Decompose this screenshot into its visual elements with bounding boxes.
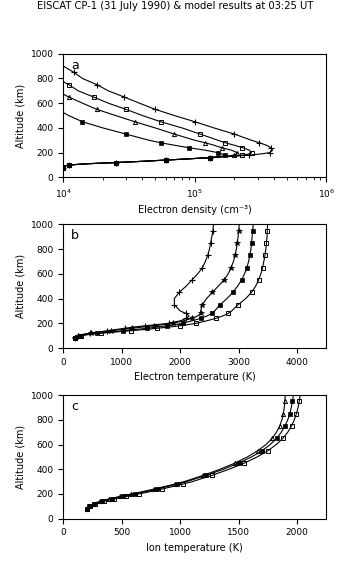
Y-axis label: Altitude (km): Altitude (km) <box>15 254 25 318</box>
X-axis label: Electron density (cm⁻³): Electron density (cm⁻³) <box>138 205 252 215</box>
Text: EISCAT CP-1 (31 July 1990) & model results at 03:25 UT: EISCAT CP-1 (31 July 1990) & model resul… <box>37 1 313 11</box>
Text: b: b <box>71 229 79 243</box>
X-axis label: Electron temperature (K): Electron temperature (K) <box>134 373 256 382</box>
Y-axis label: Altitude (km): Altitude (km) <box>15 425 25 489</box>
Text: a: a <box>71 59 79 72</box>
X-axis label: Ion temperature (K): Ion temperature (K) <box>146 543 243 553</box>
Y-axis label: Altitude (km): Altitude (km) <box>15 83 25 148</box>
Text: c: c <box>71 400 78 413</box>
